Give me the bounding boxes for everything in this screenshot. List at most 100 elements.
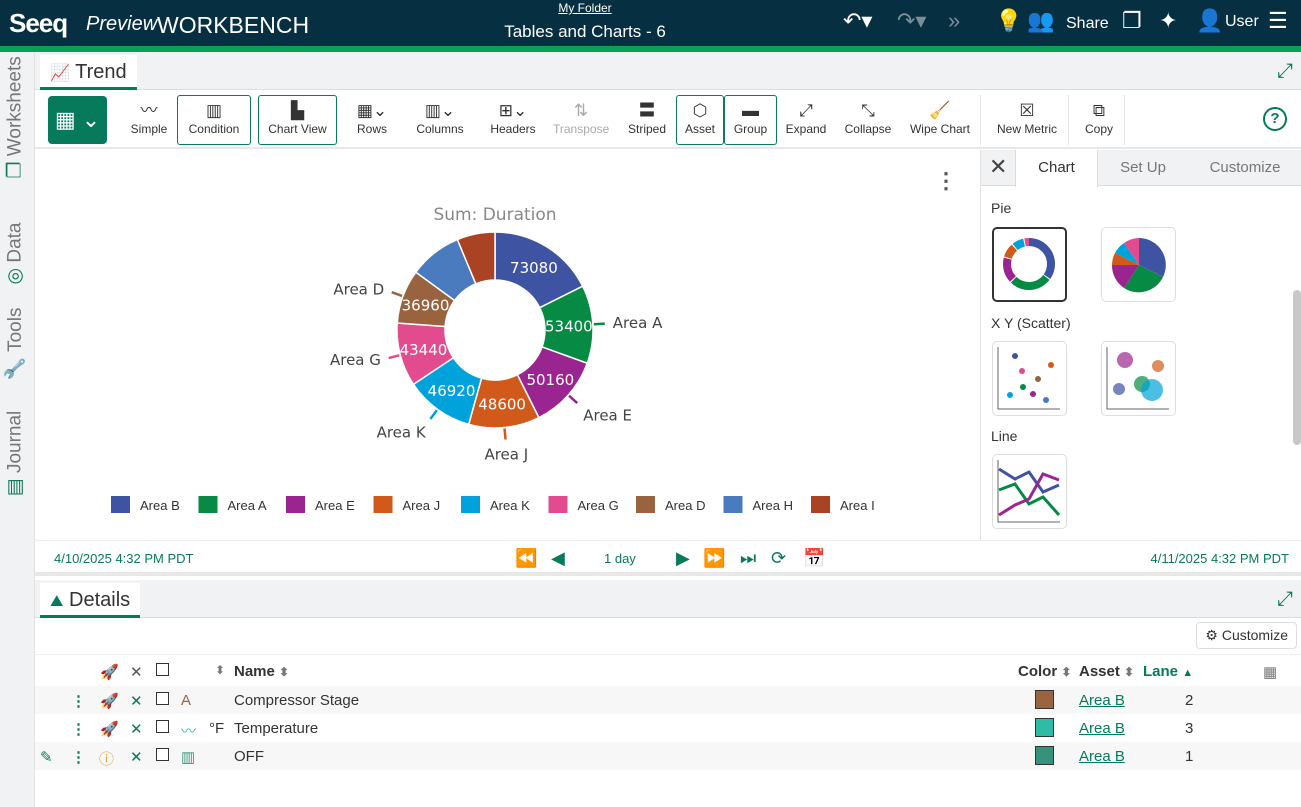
duration-display[interactable]: 1 day	[604, 551, 636, 566]
remove-item-icon[interactable]: ✕	[130, 721, 143, 738]
view-table-dropdown[interactable]: ▦ ⌄	[48, 96, 107, 144]
legend-swatch[interactable]	[286, 496, 305, 513]
expand-button[interactable]: ⤢ Expand	[783, 95, 829, 145]
row-menu-kebab-icon[interactable]: ⋮	[71, 749, 86, 766]
striped-button[interactable]: 〓 Striped	[625, 95, 669, 145]
lightbulb-value-icon[interactable]: 💡	[995, 8, 1023, 33]
legend-swatch[interactable]	[723, 496, 743, 513]
legend-swatch[interactable]	[548, 496, 568, 513]
scatter-chart-option[interactable]	[992, 341, 1067, 416]
legend-label[interactable]: Area B	[140, 498, 180, 513]
new-metric-button[interactable]: ☒ New Metric	[995, 95, 1059, 145]
asset-link[interactable]: Area B	[1079, 748, 1125, 765]
row-menu-kebab-icon[interactable]: ⋮	[71, 721, 86, 738]
asset-link[interactable]: Area B	[1079, 692, 1125, 709]
sort-icon[interactable]: ⬍	[215, 663, 226, 677]
legend-label[interactable]: Area K	[490, 498, 530, 513]
donut-slice-area-i[interactable]	[456, 231, 496, 285]
wipe-chart-button[interactable]: 🧹 Wipe Chart	[908, 95, 972, 145]
calendar-icon[interactable]: 📅	[803, 548, 826, 568]
line-chart-option[interactable]	[992, 454, 1067, 529]
condition-button[interactable]: ▥ Condition	[177, 95, 251, 145]
panel-scrollbar[interactable]	[1293, 290, 1301, 445]
table-row[interactable]: ✎ ⋮ ⓘ ✕ ▥ OFF Area B 1	[35, 742, 1301, 770]
column-header-color[interactable]: Color ⬍	[1018, 663, 1071, 680]
legend-swatch[interactable]	[461, 496, 480, 513]
user-icon[interactable]: 👤	[1196, 8, 1224, 33]
column-header-asset[interactable]: Asset ⬍	[1079, 663, 1134, 680]
rows-button[interactable]: ▦⌄ Rows	[347, 95, 397, 145]
row-menu-kebab-icon[interactable]: ⋮	[71, 693, 86, 710]
donut-chart-option[interactable]	[992, 227, 1067, 302]
share-users-icon[interactable]: 👥	[1027, 8, 1055, 33]
transpose-button[interactable]: ⇅ Transpose	[552, 95, 610, 145]
warning-icon[interactable]: ⓘ	[99, 751, 115, 768]
end-time[interactable]: 4/11/2025 4:32 PM PDT	[1150, 551, 1289, 566]
rocket-icon[interactable]: 🚀	[100, 721, 119, 738]
undo-icon[interactable]: ↶▾	[843, 8, 873, 33]
maximize-details-icon[interactable]: ⤢	[1277, 588, 1293, 610]
remove-all-icon[interactable]: ✕	[130, 664, 143, 681]
close-panel-icon[interactable]: ✕	[989, 154, 1008, 179]
group-button[interactable]: ▬ Group	[724, 95, 777, 145]
step-back-full-icon[interactable]: ⏪	[515, 548, 538, 568]
legend-label[interactable]: Area D	[665, 498, 705, 513]
chart-view-button[interactable]: ▙ Chart View	[258, 95, 337, 145]
legend-label[interactable]: Area A	[228, 498, 267, 513]
table-row[interactable]: ⋮ 🚀 ✕ 〰 °F Temperature Area B 3	[35, 714, 1301, 742]
tab-trend[interactable]: 📈 Trend	[40, 55, 137, 90]
simple-button[interactable]: 〰 Simple	[127, 95, 171, 145]
sidebar-tab-journal[interactable]: ▤ Journal	[4, 399, 27, 509]
asset-button[interactable]: ⬡ Asset	[676, 95, 724, 145]
legend-swatch[interactable]	[811, 496, 830, 513]
legend-swatch[interactable]	[111, 496, 130, 513]
color-swatch[interactable]	[1035, 718, 1054, 741]
rocket-icon[interactable]: 🚀	[100, 693, 119, 710]
row-checkbox[interactable]	[156, 748, 169, 765]
document-title[interactable]: Tables and Charts - 6	[504, 22, 666, 41]
sparkle-ai-icon[interactable]: ✦	[1159, 8, 1178, 33]
user-menu[interactable]: User	[1225, 13, 1259, 30]
folder-link[interactable]: My Folder	[558, 1, 612, 15]
columns-button[interactable]: ▥⌄ Columns	[413, 95, 467, 145]
panel-tab-chart[interactable]: Chart	[1015, 150, 1098, 187]
step-forward-full-icon[interactable]: ⏩	[703, 548, 726, 568]
add-column-icon[interactable]: ▦	[1263, 664, 1278, 681]
panel-tab-customize[interactable]: Customize	[1209, 159, 1281, 176]
table-row[interactable]: ⋮ 🚀 ✕ A Compressor Stage Area B 2	[35, 686, 1301, 714]
help-icon[interactable]: ?	[1263, 107, 1287, 131]
start-time[interactable]: 4/10/2025 4:32 PM PDT	[54, 551, 194, 566]
legend-label[interactable]: Area J	[403, 498, 441, 513]
chart-options-kebab-icon[interactable]: ⋮	[935, 168, 957, 193]
windows-icon[interactable]: ❐	[1122, 8, 1142, 33]
tab-details[interactable]: ⛰ Details	[40, 583, 141, 618]
legend-swatch[interactable]	[373, 496, 393, 513]
edit-pencil-icon[interactable]: ✎	[40, 749, 53, 766]
asset-link[interactable]: Area B	[1079, 720, 1125, 737]
step-forward-icon[interactable]: ▶	[676, 548, 690, 568]
row-checkbox[interactable]	[156, 692, 169, 709]
bubble-chart-option[interactable]	[1101, 341, 1176, 416]
collapse-button[interactable]: ⤡ Collapse	[843, 95, 893, 145]
panel-tab-setup[interactable]: Set Up	[1120, 159, 1166, 176]
legend-swatch[interactable]	[198, 496, 218, 513]
rocket-icon[interactable]: 🚀	[100, 664, 119, 681]
pie-chart-option[interactable]	[1101, 227, 1176, 302]
remove-item-icon[interactable]: ✕	[130, 693, 143, 710]
hamburger-menu-icon[interactable]: ☰	[1268, 8, 1288, 33]
legend-label[interactable]: Area E	[315, 498, 355, 513]
column-header-name[interactable]: Name ⬍	[234, 663, 289, 680]
copy-button[interactable]: ⧉ Copy	[1081, 95, 1117, 145]
step-back-icon[interactable]: ◀	[551, 548, 565, 568]
column-header-lane[interactable]: Lane ▲	[1143, 663, 1193, 680]
redo-all-icon[interactable]: »	[948, 8, 961, 33]
legend-label[interactable]: Area G	[578, 498, 619, 513]
maximize-icon[interactable]: ⤢	[1277, 60, 1293, 82]
redo-icon[interactable]: ↷▾	[897, 8, 927, 33]
legend-label[interactable]: Area H	[753, 498, 793, 513]
sidebar-tab-tools[interactable]: 🔧 Tools	[3, 289, 27, 399]
headers-button[interactable]: ⊞⌄ Headers	[489, 95, 537, 145]
sidebar-tab-worksheets[interactable]: ❐ Worksheets	[4, 56, 27, 178]
legend-swatch[interactable]	[636, 496, 655, 513]
remove-item-icon[interactable]: ✕	[130, 749, 143, 766]
